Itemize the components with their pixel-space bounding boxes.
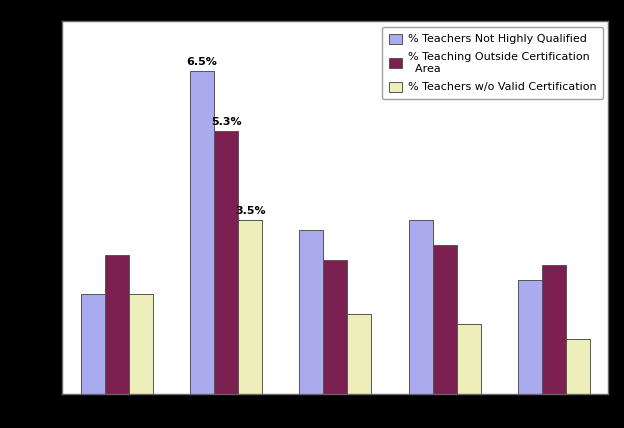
Bar	[542, 265, 566, 394]
Bar	[566, 339, 590, 394]
Bar	[432, 245, 457, 394]
Bar	[81, 294, 105, 394]
Bar	[348, 314, 371, 394]
Bar	[190, 71, 214, 394]
Bar	[214, 131, 238, 394]
Text: 3.5%: 3.5%	[235, 206, 266, 216]
Bar	[323, 260, 348, 394]
Legend: % Teachers Not Highly Qualified, % Teaching Outside Certification
  Area, % Teac: % Teachers Not Highly Qualified, % Teach…	[382, 27, 603, 99]
Text: 6.5%: 6.5%	[187, 57, 218, 67]
Bar	[300, 230, 323, 394]
Bar	[518, 279, 542, 394]
Bar	[457, 324, 480, 394]
Bar	[129, 294, 153, 394]
Bar	[105, 255, 129, 394]
Text: 5.3%: 5.3%	[211, 117, 241, 127]
Bar	[238, 220, 262, 394]
Bar	[409, 220, 432, 394]
